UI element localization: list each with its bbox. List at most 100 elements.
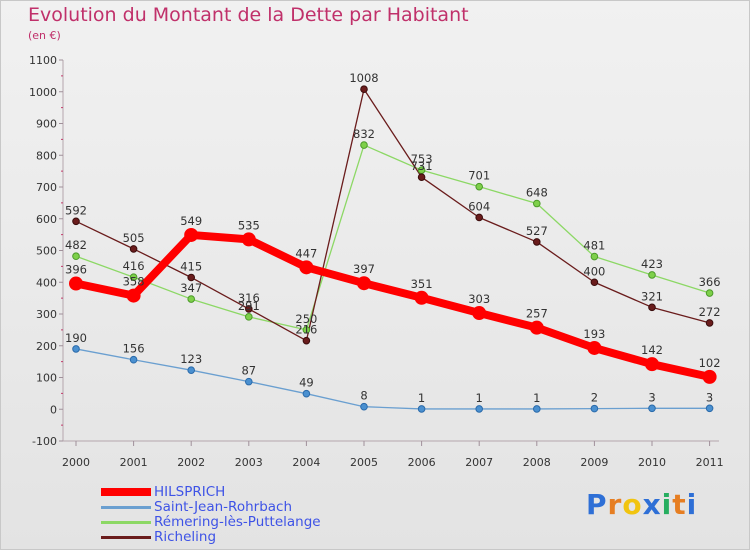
data-point (129, 245, 138, 253)
data-point (302, 326, 311, 334)
data-label: 1 (418, 391, 425, 405)
x-tick-label: 2003 (235, 456, 263, 469)
data-label: 535 (238, 218, 260, 232)
y-tick-label: 300 (36, 308, 57, 321)
data-label: 291 (238, 299, 260, 313)
legend-label: Saint-Jean-Rohrbach (154, 499, 293, 515)
legend-item-saint-jean-rohrbach: Saint-Jean-Rohrbach (101, 499, 361, 515)
data-point (72, 252, 80, 261)
data-point (590, 278, 599, 287)
series-line-3 (75, 88, 711, 342)
data-label: 549 (180, 214, 202, 228)
legend-label: Richeling (154, 529, 217, 545)
y-tick-label: 700 (36, 181, 57, 194)
logo-letter: t (672, 488, 687, 521)
chart-subtitle: (en €) (28, 29, 61, 42)
legend-item-remering: Rémering-lès-Puttelange (101, 514, 361, 530)
data-label: 481 (583, 239, 605, 253)
x-tick-label: 2009 (580, 456, 608, 469)
y-tick-label: 400 (36, 276, 57, 289)
data-point (705, 289, 714, 297)
x-tick-label: 2006 (408, 456, 436, 469)
x-tick-label: 2000 (62, 456, 90, 469)
data-label: 400 (583, 264, 605, 278)
logo-letter: P (586, 488, 608, 521)
data-label: 156 (123, 342, 145, 356)
x-tick-label: 2004 (292, 456, 320, 469)
data-point (360, 141, 368, 149)
data-label: 1008 (349, 71, 378, 85)
data-label: 753 (411, 152, 433, 166)
data-point (705, 404, 714, 413)
data-point (648, 271, 656, 279)
data-label: 347 (180, 281, 202, 295)
data-label: 447 (295, 246, 317, 260)
data-label: 592 (65, 203, 87, 217)
data-point (472, 306, 487, 321)
data-point (702, 369, 717, 384)
data-label: 8 (360, 389, 367, 403)
data-label: 3 (648, 390, 655, 404)
legend-item-richeling: Richeling (101, 529, 361, 545)
x-tick-label: 2005 (350, 456, 378, 469)
y-tick-label: 900 (36, 118, 57, 131)
data-point (69, 276, 83, 291)
data-point (187, 366, 195, 374)
logo-letter: o (622, 488, 643, 521)
data-label: 316 (238, 291, 260, 305)
data-label: 423 (641, 257, 663, 271)
data-label: 505 (123, 231, 145, 245)
data-label: 366 (699, 275, 721, 289)
data-point (590, 404, 599, 413)
proxiti-logo: Proxiti (586, 488, 697, 521)
data-point (645, 357, 659, 372)
data-label: 250 (295, 312, 317, 326)
y-tick-label: 500 (36, 245, 57, 258)
data-point (648, 404, 656, 413)
data-point (360, 402, 368, 411)
y-tick-label: 1100 (29, 54, 57, 67)
legend-swatch (101, 536, 151, 539)
data-point (129, 273, 138, 281)
x-tick-label: 2002 (177, 456, 205, 469)
data-point (72, 345, 80, 353)
data-label: 397 (353, 262, 375, 276)
data-label: 832 (353, 127, 375, 141)
x-tick-label: 2010 (638, 456, 666, 469)
data-point (72, 217, 80, 226)
data-point (187, 273, 195, 282)
series-line-2 (75, 144, 711, 331)
legend: HILSPRICH Saint-Jean-Rohrbach Rémering-l… (101, 484, 361, 545)
logo-letter: r (607, 488, 623, 521)
data-label: 102 (699, 356, 721, 370)
data-label: 190 (65, 331, 87, 345)
data-point (417, 405, 426, 413)
data-point (245, 377, 253, 386)
data-point (245, 305, 253, 313)
data-label: 272 (699, 305, 721, 319)
data-label: 701 (468, 169, 490, 183)
data-label: 527 (526, 224, 548, 238)
data-label: 604 (468, 199, 490, 213)
logo-letter: i (686, 488, 698, 521)
x-tick-label: 2008 (523, 456, 551, 469)
data-point (648, 303, 656, 312)
data-label: 303 (468, 292, 490, 306)
data-point (475, 213, 484, 222)
data-label: 731 (411, 159, 433, 173)
data-label: 416 (123, 259, 145, 273)
series-line-0 (72, 230, 714, 381)
y-tick-label: 200 (36, 340, 57, 353)
data-point (475, 182, 484, 191)
chart-title: Evolution du Montant de la Dette par Hab… (28, 4, 469, 26)
legend-swatch (101, 506, 151, 509)
logo-letter: x (642, 488, 662, 521)
data-point (302, 389, 311, 398)
data-point (299, 260, 314, 275)
y-tick-label: 800 (36, 149, 57, 162)
x-tick-label: 2007 (465, 456, 493, 469)
data-label: 648 (526, 186, 548, 200)
data-label: 87 (241, 364, 256, 378)
data-label: 358 (123, 275, 145, 289)
